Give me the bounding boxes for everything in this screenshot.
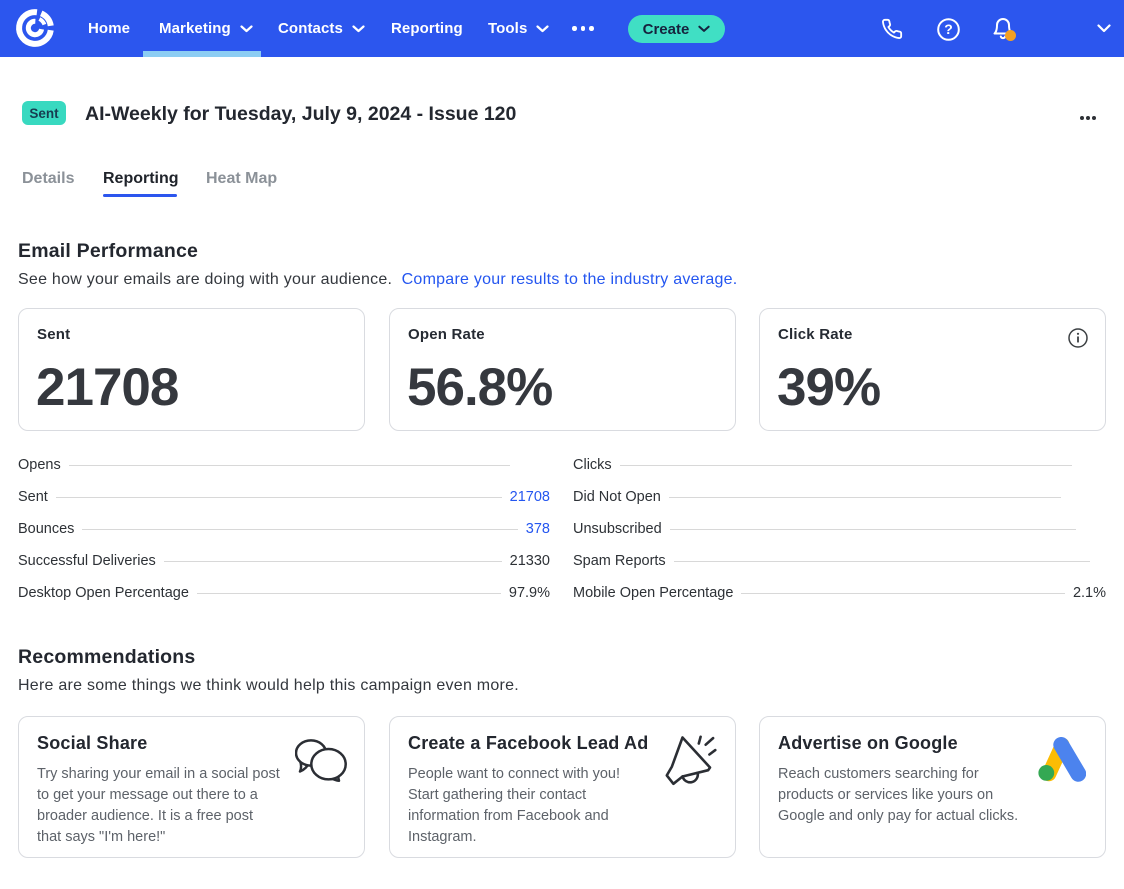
- svg-text:?: ?: [944, 21, 953, 37]
